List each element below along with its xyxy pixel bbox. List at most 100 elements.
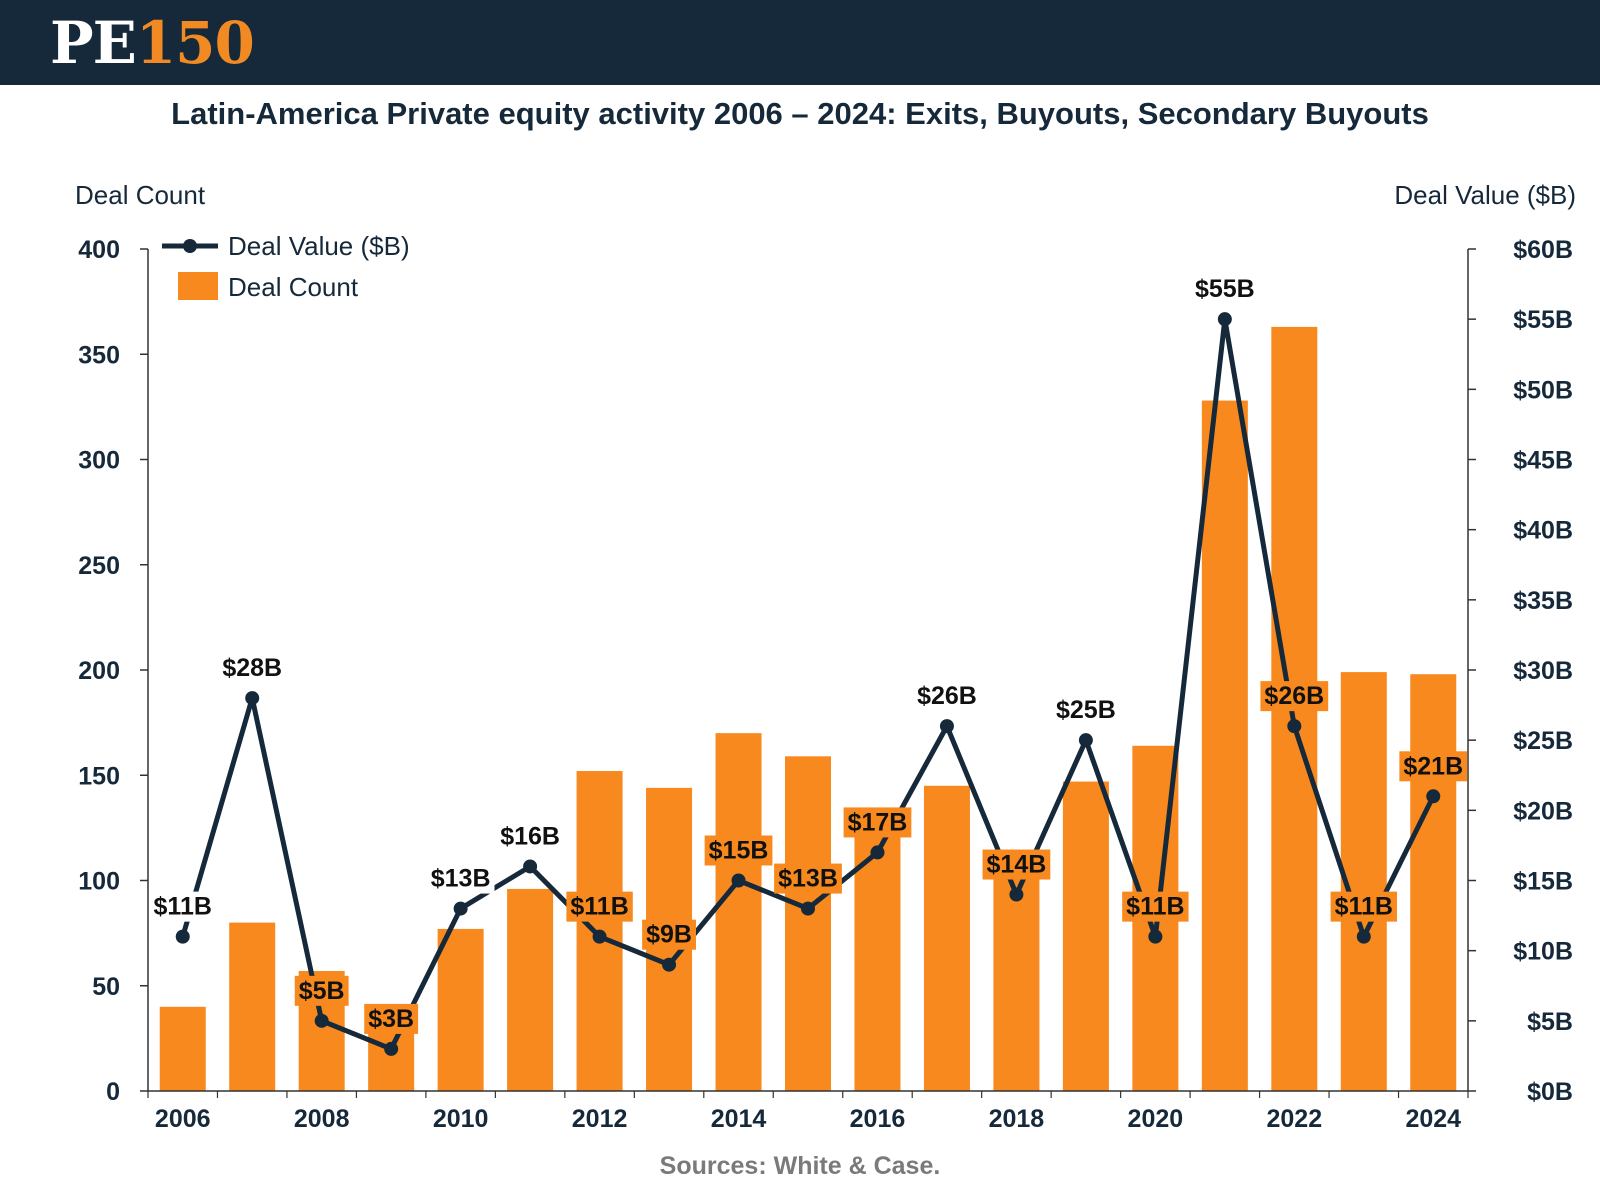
deal-value-point-2024 xyxy=(1426,789,1441,804)
data-label-text: $13B xyxy=(431,865,491,893)
left-tick-label: 400 xyxy=(78,236,120,264)
axes-layer: 0 50 100 150 200 250 300 350 400 $0B $5B $10B $15B $2… xyxy=(78,236,1573,1133)
x-tick-label: 2022 xyxy=(1267,1105,1323,1133)
data-label-2007: $28B xyxy=(218,653,287,684)
x-tick-label: 2010 xyxy=(433,1105,489,1133)
line-layer xyxy=(175,312,1441,1056)
data-label-text: $17B xyxy=(848,808,908,836)
bar-2024 xyxy=(1410,674,1457,1091)
data-label-bg xyxy=(843,807,912,838)
data-label-2014: $15B xyxy=(704,835,773,866)
deal-value-point-2007 xyxy=(245,691,260,706)
left-tick-label: 250 xyxy=(78,552,120,580)
data-label-text: $13B xyxy=(778,865,838,893)
left-tick-label: 0 xyxy=(106,1078,120,1106)
legend-label-deal-count: Deal Count xyxy=(228,272,359,302)
data-label-text: $21B xyxy=(1403,752,1463,780)
data-label-bg xyxy=(1052,695,1120,726)
x-tick-label: 2006 xyxy=(155,1105,211,1133)
deal-value-point-2006 xyxy=(175,929,190,944)
bar-2006 xyxy=(159,1006,206,1091)
data-label-bg xyxy=(913,681,981,712)
data-label-2008: $5B xyxy=(294,975,349,1006)
data-label-2018: $14B xyxy=(982,849,1051,880)
left-tick-label: 50 xyxy=(92,973,120,1001)
left-tick-label: 300 xyxy=(78,447,120,475)
x-tick-label: 2012 xyxy=(572,1105,628,1133)
right-tick-label: $10B xyxy=(1513,938,1573,966)
data-label-bg xyxy=(566,891,633,922)
deal-value-point-2021 xyxy=(1217,312,1232,327)
data-label-text: $11B xyxy=(154,893,212,921)
legend-bar-swatch xyxy=(178,272,218,300)
legend-line-marker xyxy=(183,239,197,253)
right-tick-label: $50B xyxy=(1513,376,1573,404)
right-tick-label: $0B xyxy=(1527,1078,1573,1106)
left-tick-label: 200 xyxy=(78,657,120,685)
data-label-text: $11B xyxy=(1126,893,1184,921)
right-tick-label: $55B xyxy=(1513,306,1573,334)
data-labels-layer: $11B $28B $5B $3B $13B $16B $11B $9B $15B $13B $17… xyxy=(149,274,1468,1034)
brand-logo: PE150 xyxy=(50,9,255,77)
left-tick-label: 150 xyxy=(78,762,120,790)
data-label-bg xyxy=(1330,891,1397,922)
x-tick-label: 2018 xyxy=(989,1105,1045,1133)
data-label-2019: $25B xyxy=(1052,695,1120,726)
data-label-bg xyxy=(1122,891,1189,922)
right-tick-label: $35B xyxy=(1513,587,1573,615)
data-label-2011: $16B xyxy=(496,821,564,852)
data-label-2017: $26B xyxy=(913,681,981,712)
data-label-bg xyxy=(496,821,564,852)
right-axis-title: Deal Value ($B) xyxy=(1394,180,1576,210)
data-label-text: $9B xyxy=(646,921,692,949)
data-label-text: $16B xyxy=(500,822,560,850)
data-label-text: $11B xyxy=(1335,893,1393,921)
deal-value-point-2011 xyxy=(523,859,538,874)
data-label-text: $14B xyxy=(987,851,1047,879)
bar-2023 xyxy=(1340,672,1387,1091)
data-label-text: $3B xyxy=(368,1005,414,1033)
deal-value-point-2010 xyxy=(453,901,468,916)
left-tick-label: 350 xyxy=(78,341,120,369)
data-label-2016: $17B xyxy=(843,807,912,838)
left-tick-label: 100 xyxy=(78,868,120,896)
bar-2014 xyxy=(715,733,762,1091)
data-label-bg xyxy=(704,835,773,866)
x-tick-label: 2020 xyxy=(1128,1105,1184,1133)
deal-value-point-2022 xyxy=(1287,719,1302,734)
x-tick-label: 2008 xyxy=(294,1105,350,1133)
bar-2010 xyxy=(437,928,484,1091)
data-label-bg xyxy=(364,1003,419,1034)
data-label-text: $15B xyxy=(709,837,769,865)
bars-layer xyxy=(159,326,1457,1091)
deal-value-point-2015 xyxy=(801,901,815,916)
bar-2018 xyxy=(993,878,1040,1091)
legend: Deal Value ($B) Deal Count xyxy=(162,231,410,302)
deal-value-point-2008 xyxy=(314,1013,329,1028)
deal-value-point-2014 xyxy=(731,873,746,888)
data-label-2020: $11B xyxy=(1122,891,1189,922)
data-label-bg xyxy=(642,919,696,950)
bar-2021 xyxy=(1201,400,1248,1091)
data-label-2010: $13B xyxy=(426,863,495,894)
data-label-bg xyxy=(1399,751,1468,782)
data-label-text: $28B xyxy=(222,654,282,682)
data-label-2021: $55B xyxy=(1190,274,1259,305)
right-tick-label: $25B xyxy=(1513,727,1573,755)
deal-value-point-2016 xyxy=(870,845,885,860)
right-tick-label: $40B xyxy=(1513,517,1573,545)
data-label-bg xyxy=(294,975,349,1006)
bar-2007 xyxy=(229,922,276,1091)
right-tick-label: $60B xyxy=(1513,236,1573,264)
right-tick-label: $5B xyxy=(1527,1008,1573,1036)
bar-2019 xyxy=(1062,781,1109,1091)
source-note: Sources: White & Case. xyxy=(659,1152,941,1180)
bar-2015 xyxy=(785,756,831,1091)
data-label-text: $26B xyxy=(1264,682,1324,710)
data-label-bg xyxy=(1260,681,1329,712)
data-label-text: $25B xyxy=(1056,696,1116,724)
data-label-2024: $21B xyxy=(1399,751,1468,782)
header-bar: PE150 xyxy=(0,0,1600,85)
data-label-text: $11B xyxy=(570,893,628,921)
deal-value-point-2013 xyxy=(662,957,677,972)
